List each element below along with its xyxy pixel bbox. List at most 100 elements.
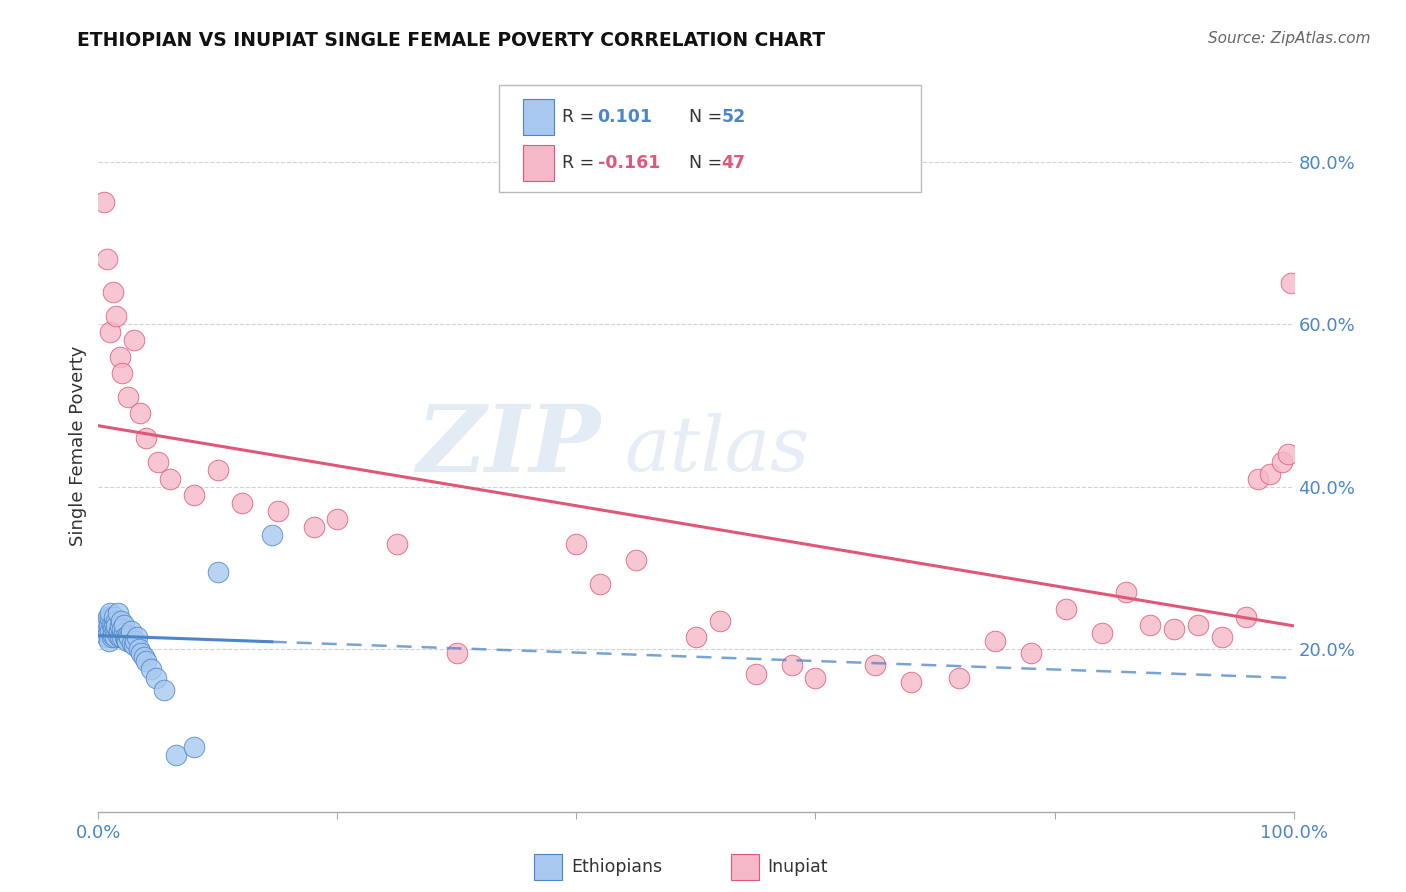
- Point: [100, 630, 122, 644]
- Y-axis label: Single Female Poverty: Single Female Poverty: [69, 346, 87, 546]
- Point: [1115, 585, 1137, 599]
- Text: 52: 52: [721, 108, 745, 126]
- Point: [231, 496, 253, 510]
- Point: [117, 627, 139, 641]
- Point: [145, 671, 167, 685]
- Point: [108, 630, 131, 644]
- Point: [107, 624, 129, 639]
- Point: [626, 553, 648, 567]
- Point: [302, 520, 325, 534]
- Point: [1258, 467, 1281, 482]
- Point: [93, 195, 115, 210]
- Point: [111, 630, 134, 644]
- Point: [114, 630, 136, 644]
- Point: [93, 622, 115, 636]
- Point: [107, 606, 129, 620]
- Point: [1271, 455, 1294, 469]
- Point: [101, 622, 124, 636]
- Point: [105, 309, 128, 323]
- Point: [115, 632, 138, 647]
- Point: [105, 619, 128, 633]
- Text: 0.101: 0.101: [598, 108, 652, 126]
- Point: [135, 431, 157, 445]
- Text: ZIP: ZIP: [416, 401, 600, 491]
- Point: [1056, 601, 1078, 615]
- Point: [165, 747, 187, 762]
- Point: [326, 512, 349, 526]
- Point: [446, 646, 468, 660]
- Point: [96, 252, 118, 266]
- Point: [97, 609, 120, 624]
- Text: ETHIOPIAN VS INUPIAT SINGLE FEMALE POVERTY CORRELATION CHART: ETHIOPIAN VS INUPIAT SINGLE FEMALE POVER…: [77, 31, 825, 50]
- Point: [101, 285, 124, 299]
- Text: R =: R =: [562, 108, 600, 126]
- Text: 47: 47: [721, 153, 745, 172]
- Point: [1234, 609, 1257, 624]
- Point: [112, 626, 135, 640]
- Point: [565, 536, 588, 550]
- Point: [865, 658, 887, 673]
- Point: [1187, 617, 1209, 632]
- Text: atlas: atlas: [624, 413, 810, 487]
- Point: [183, 739, 205, 754]
- Point: [207, 463, 229, 477]
- Point: [110, 614, 132, 628]
- Point: [103, 616, 125, 631]
- Point: [117, 390, 139, 404]
- Point: [129, 407, 152, 421]
- Point: [124, 634, 146, 648]
- Point: [900, 674, 922, 689]
- Point: [709, 614, 731, 628]
- Point: [115, 634, 138, 648]
- Point: [1247, 471, 1270, 485]
- Point: [104, 624, 127, 639]
- Text: Source: ZipAtlas.com: Source: ZipAtlas.com: [1208, 31, 1371, 46]
- Point: [108, 350, 131, 364]
- Point: [1019, 646, 1042, 660]
- Point: [207, 565, 229, 579]
- Text: Inupiat: Inupiat: [768, 858, 828, 876]
- Point: [111, 622, 134, 636]
- Point: [948, 671, 970, 685]
- Point: [104, 630, 127, 644]
- Point: [108, 619, 131, 633]
- Point: [103, 609, 125, 624]
- Text: Ethiopians: Ethiopians: [571, 858, 662, 876]
- Point: [1279, 277, 1302, 291]
- Point: [780, 658, 803, 673]
- Point: [121, 635, 143, 649]
- Point: [1091, 626, 1114, 640]
- Point: [107, 627, 129, 641]
- Point: [385, 536, 409, 550]
- Point: [97, 626, 120, 640]
- Point: [159, 471, 181, 485]
- Point: [260, 528, 283, 542]
- Point: [183, 488, 205, 502]
- Point: [105, 614, 128, 628]
- Point: [685, 630, 707, 644]
- Point: [98, 619, 121, 633]
- Point: [101, 627, 124, 641]
- Point: [118, 630, 141, 644]
- Point: [132, 650, 155, 665]
- Point: [267, 504, 290, 518]
- Text: N =: N =: [689, 153, 728, 172]
- Point: [124, 638, 146, 652]
- Point: [120, 624, 142, 639]
- Text: R =: R =: [562, 153, 600, 172]
- Point: [98, 606, 122, 620]
- Point: [984, 634, 1007, 648]
- Point: [1163, 622, 1185, 636]
- Point: [94, 617, 117, 632]
- Point: [1139, 617, 1161, 632]
- Point: [112, 617, 135, 632]
- Text: N =: N =: [689, 108, 728, 126]
- Point: [589, 577, 612, 591]
- Point: [98, 634, 121, 648]
- Point: [124, 334, 146, 348]
- Point: [148, 455, 170, 469]
- Point: [745, 666, 768, 681]
- Point: [98, 624, 122, 639]
- Point: [135, 654, 157, 668]
- Point: [1211, 630, 1233, 644]
